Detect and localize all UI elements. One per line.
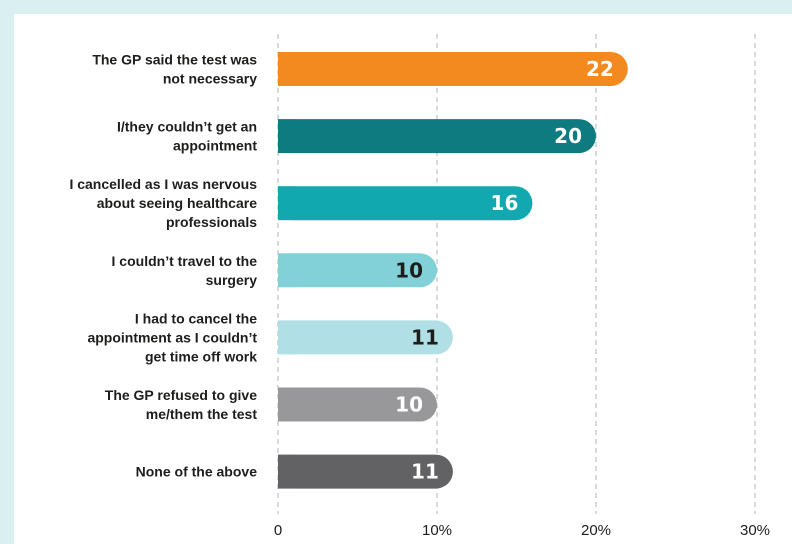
value-label: 10	[395, 393, 423, 417]
chart-panel: The GP said the test was not necessary I/t…	[14, 14, 792, 544]
bar	[278, 119, 596, 154]
category-label: The GP said the test was not necessary	[92, 52, 257, 87]
bar	[278, 320, 453, 355]
x-tick-label: 0	[274, 522, 282, 539]
bar-left-edge	[278, 119, 295, 154]
bar-left-edge	[278, 52, 295, 86]
bar	[278, 186, 533, 221]
category-label: I/they couldn’t get an appointment	[117, 119, 257, 154]
value-label: 16	[491, 191, 519, 215]
category-label: I couldn’t travel to the surgery	[112, 253, 258, 288]
bar	[278, 253, 437, 288]
value-label: 11	[411, 460, 439, 484]
category-label: I cancelled as I was nervous about seeing…	[69, 176, 257, 230]
category-label: The GP refused to give me/them the test	[105, 387, 258, 422]
x-tick-label: 10%	[422, 522, 452, 539]
x-axis-ticks: 0 10% 20% 30%	[274, 522, 770, 539]
bars	[278, 52, 628, 489]
category-labels: The GP said the test was not necessary I/t…	[69, 52, 257, 480]
category-label: I had to cancel the appointment as I coul…	[87, 310, 257, 364]
bar-left-edge	[278, 186, 295, 221]
bar	[278, 387, 437, 422]
value-label: 22	[586, 57, 614, 81]
bar-left-edge	[278, 253, 295, 288]
bar	[278, 454, 453, 489]
x-tick-label: 20%	[581, 522, 611, 539]
value-label: 11	[411, 325, 439, 349]
value-labels: 22 20 16 10 11 10 11	[395, 57, 614, 484]
grid-lines	[277, 34, 756, 514]
bar-left-edge	[278, 454, 295, 489]
bar-chart: The GP said the test was not necessary I/t…	[69, 34, 770, 539]
value-label: 20	[554, 124, 582, 148]
category-label: None of the above	[136, 464, 258, 480]
bar-left-edge	[278, 320, 295, 355]
x-tick-label: 30%	[740, 522, 770, 539]
bar-left-edge	[278, 387, 295, 422]
value-label: 10	[395, 258, 423, 282]
bar	[278, 52, 628, 86]
